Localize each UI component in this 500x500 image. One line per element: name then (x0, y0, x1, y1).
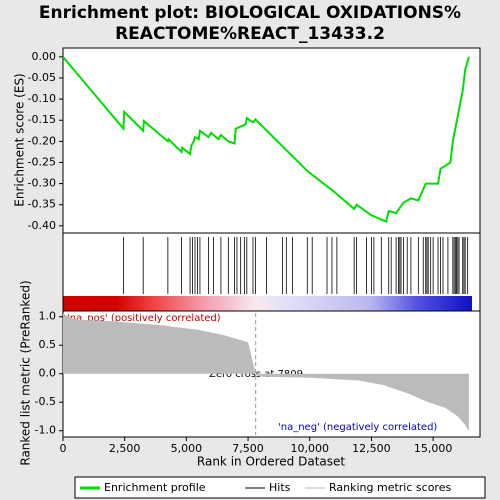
legend-label: Hits (269, 481, 291, 494)
x-tick-label: 7,500 (232, 442, 264, 455)
y-axis-label: Enrichment score (ES) (13, 73, 27, 206)
enrichment-line (62, 56, 470, 223)
y-tick-label: -0.05 (28, 71, 56, 84)
y-tick-label: -0.25 (28, 155, 56, 168)
y-tick-label: 0.00 (32, 50, 57, 63)
x-tick-label: 10,000 (290, 442, 329, 455)
y-tick-label: 1.0 (39, 310, 57, 323)
annotation: 'na_pos' (positively correlated) (67, 313, 221, 324)
x-tick-label: 5,000 (171, 442, 203, 455)
y-tick-label: -0.10 (28, 92, 56, 105)
x-tick-label: 0 (60, 442, 67, 455)
y-tick-label: 0.5 (39, 338, 57, 351)
x-axis-label: Rank in Ordered Dataset (197, 455, 345, 469)
x-tick-label: 12,500 (352, 442, 391, 455)
y-tick-label: -0.35 (28, 198, 56, 211)
legend-label: Enrichment profile (104, 481, 206, 494)
legend (74, 476, 486, 499)
x-tick-label: 15,000 (414, 442, 453, 455)
chart-title: REACTOME%REACT_13433.2 (115, 24, 385, 44)
chart-title: Enrichment plot: BIOLOGICAL OXIDATIONS% (39, 3, 461, 23)
y-axis-label: Ranked list metric (PreRanked) (19, 280, 33, 465)
y-tick-label: -0.5 (35, 395, 56, 408)
x-tick-label: 2,500 (109, 442, 141, 455)
y-tick-label: -0.40 (28, 219, 56, 232)
annotation: 'na_neg' (negatively correlated) (278, 422, 437, 433)
y-tick-label: -0.30 (28, 177, 56, 190)
metric-area (63, 313, 469, 431)
color-bar (63, 296, 472, 311)
y-tick-label: 0.0 (39, 367, 57, 380)
y-tick-label: -1.0 (35, 424, 56, 437)
y-tick-label: -0.20 (28, 134, 56, 147)
legend-label: Ranking metric scores (329, 481, 451, 494)
y-tick-label: -0.15 (28, 113, 56, 126)
